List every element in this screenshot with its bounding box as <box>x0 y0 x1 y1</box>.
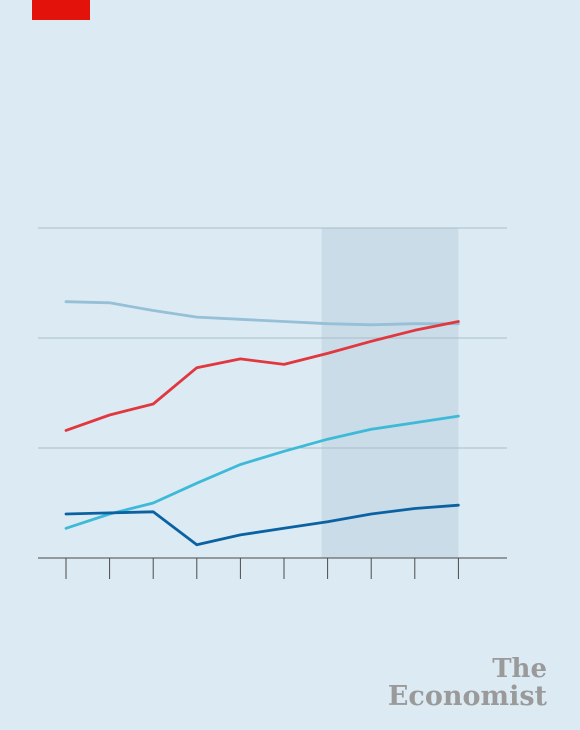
series-line-4 <box>64 503 460 547</box>
logo-word-the: The <box>492 654 547 684</box>
shaded-region-layer <box>321 228 459 558</box>
logo-word-economist: Economist <box>387 681 547 712</box>
series-layer <box>64 300 460 547</box>
shaded-forecast-region <box>321 228 459 558</box>
gridlines-layer <box>38 227 507 449</box>
series-line-3 <box>64 414 460 530</box>
x-axis-layer <box>38 557 507 579</box>
economist-logo: The Economist <box>388 655 547 711</box>
series-line-2 <box>64 320 460 432</box>
series-line-1 <box>64 300 460 327</box>
brand-red-tag <box>32 0 90 20</box>
